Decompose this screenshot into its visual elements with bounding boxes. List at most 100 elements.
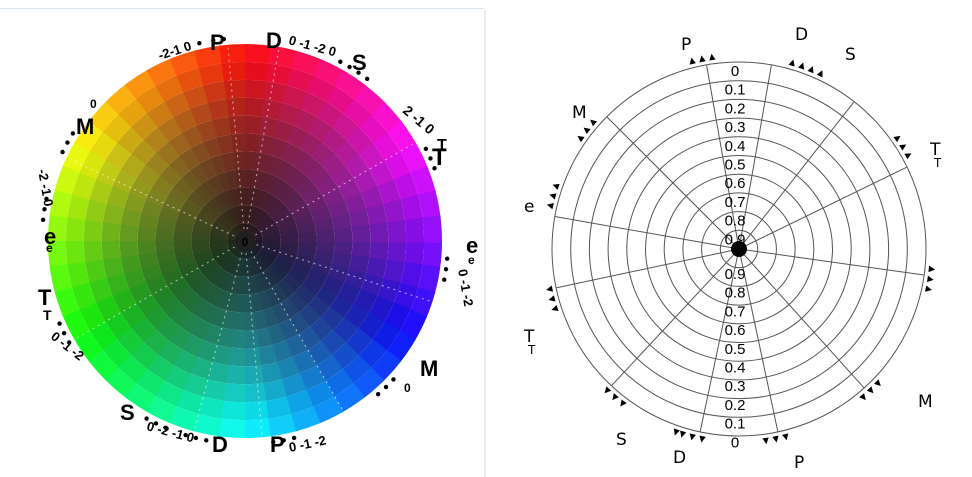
hue-label-e-right: e bbox=[466, 233, 478, 258]
wheel-cell bbox=[194, 183, 213, 204]
polar-tick-mark bbox=[604, 386, 612, 394]
wheel-cell bbox=[219, 253, 235, 270]
wheel-cell bbox=[227, 207, 239, 226]
grid-label-M-lower-right: M bbox=[918, 392, 933, 412]
wheel-cell bbox=[145, 151, 170, 176]
wheel-tick-mark bbox=[193, 435, 199, 441]
wheel-cell bbox=[173, 284, 195, 305]
wheel-cell bbox=[299, 155, 322, 179]
wheel-cell bbox=[74, 119, 105, 152]
wheel-cell bbox=[262, 379, 287, 402]
wheel-cell bbox=[226, 169, 239, 190]
wheel-cell bbox=[371, 101, 403, 134]
wheel-cell bbox=[48, 239, 68, 267]
wheel-cell bbox=[255, 253, 271, 270]
panel-divider bbox=[484, 10, 486, 477]
wheel-cell bbox=[251, 256, 263, 275]
wheel-cell bbox=[280, 373, 307, 398]
wheel-cell bbox=[352, 367, 385, 399]
wheel-cell bbox=[348, 208, 370, 229]
wheel-cell bbox=[219, 400, 245, 421]
wheel-cell bbox=[249, 275, 259, 295]
wheel-tick-mark bbox=[281, 438, 286, 443]
wheel-cell bbox=[243, 400, 269, 421]
wheel-cell bbox=[136, 163, 161, 188]
wheel-cell bbox=[377, 179, 402, 206]
wheel-cell bbox=[262, 307, 280, 328]
wheel-cell bbox=[78, 301, 106, 331]
ring-label-bottom-5: 0.4 bbox=[725, 360, 746, 377]
wheel-cell bbox=[223, 209, 237, 227]
wheel-cell bbox=[282, 190, 303, 209]
polar-spokes bbox=[554, 64, 925, 433]
ring-label-top-7: 0.7 bbox=[725, 194, 746, 211]
wheel-cell bbox=[178, 261, 199, 277]
wheel-cell bbox=[261, 227, 280, 237]
wheel-cell bbox=[244, 258, 250, 277]
wheel-cell bbox=[155, 74, 185, 102]
polar-tick-mark bbox=[699, 55, 706, 63]
wheel-cell bbox=[196, 396, 224, 419]
wheel-cell bbox=[275, 254, 295, 269]
wheel-tick-mark bbox=[338, 59, 343, 64]
wheel-cell bbox=[182, 267, 203, 285]
wheel-cell bbox=[125, 69, 158, 99]
wheel-cell bbox=[193, 278, 213, 298]
wheel-tick-mark bbox=[153, 421, 159, 426]
wheel-cell bbox=[87, 348, 119, 381]
wheel-cell bbox=[298, 231, 317, 242]
wheel-cell bbox=[144, 395, 177, 424]
polar-tick-mark bbox=[549, 193, 557, 200]
wheel-cell bbox=[179, 147, 202, 170]
wheel-cell bbox=[227, 347, 245, 367]
wheel-cell bbox=[255, 327, 273, 348]
wheel-tick-mark bbox=[383, 384, 389, 390]
ring-label-bottom-1: 0.8 bbox=[725, 285, 746, 302]
wheel-cell bbox=[49, 188, 73, 218]
polar-tick-mark bbox=[926, 275, 934, 283]
polar-tick-mark bbox=[620, 399, 627, 407]
wheel-cell bbox=[120, 253, 142, 274]
wheel-tick-mark bbox=[391, 377, 396, 382]
wheel-cell bbox=[289, 406, 321, 432]
polar-ring bbox=[719, 229, 759, 269]
wheel-cell bbox=[169, 50, 201, 76]
polar-ring bbox=[607, 117, 871, 381]
wheel-cell bbox=[167, 325, 192, 350]
hue-scale-M-left: 0 bbox=[90, 97, 97, 111]
wheel-cell bbox=[383, 259, 405, 285]
wheel-cell bbox=[258, 191, 273, 211]
wheel-cell bbox=[219, 44, 247, 64]
wheel-cell bbox=[210, 226, 229, 237]
wheel-cell bbox=[190, 163, 210, 185]
wheel-cell bbox=[210, 245, 229, 255]
wheel-cell bbox=[296, 222, 317, 235]
wheel-cell bbox=[267, 323, 287, 346]
wheel-cell bbox=[243, 418, 271, 438]
wheel-cell bbox=[422, 241, 442, 269]
wheel-cell bbox=[48, 213, 68, 241]
wheel-cell bbox=[385, 330, 416, 363]
polar-tick-mark bbox=[782, 433, 789, 441]
ring-label-top-4: 0.4 bbox=[725, 138, 746, 155]
wheel-cell bbox=[262, 243, 281, 251]
wheel-tick-mark bbox=[428, 156, 433, 161]
wheel-cell bbox=[301, 186, 323, 206]
hue-label-M-left: M bbox=[76, 114, 94, 139]
wheel-cell bbox=[167, 405, 199, 432]
wheel-cell bbox=[105, 83, 138, 115]
wheel-cell bbox=[190, 102, 214, 126]
wheel-cell bbox=[257, 344, 278, 366]
wheel-cell bbox=[199, 302, 218, 324]
wheel-cell bbox=[146, 58, 179, 86]
polar-tick-mark bbox=[893, 135, 901, 143]
wheel-cell bbox=[155, 240, 174, 253]
wheel-cell bbox=[369, 241, 389, 262]
wheel-cell bbox=[260, 247, 279, 260]
polar-tick-marks bbox=[546, 53, 936, 445]
wheel-cell bbox=[239, 258, 245, 277]
wheel-cell bbox=[265, 174, 282, 195]
wheel-cell bbox=[295, 177, 317, 198]
wheel-cell bbox=[195, 213, 215, 228]
wheel-cell bbox=[202, 202, 220, 220]
